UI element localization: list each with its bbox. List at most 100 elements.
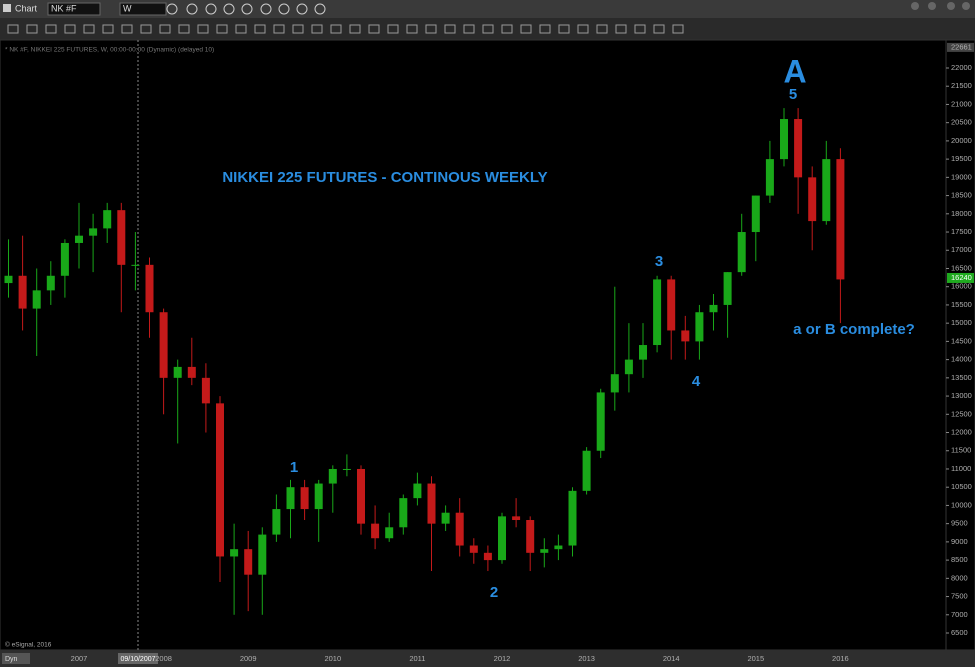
candle-body [75, 235, 83, 243]
x-tick-label: 2007 [71, 654, 88, 663]
x-tick-label: 2012 [494, 654, 511, 663]
wave-label: 5 [789, 86, 797, 103]
draw-tool-icon [539, 24, 551, 34]
candle-body [780, 119, 788, 160]
draw-tool-icon [159, 24, 171, 34]
candle-body [836, 159, 845, 280]
draw-tool-icon [463, 24, 475, 34]
y-tick-label: 11000 [951, 464, 971, 473]
draw-tool-icon [26, 24, 38, 34]
draw-tool-icon [634, 24, 646, 34]
candle-body [201, 377, 210, 404]
toolbar [0, 0, 975, 18]
tool-icon [260, 3, 272, 15]
y-tick-label: 6500 [951, 628, 968, 637]
draw-tool-icon [235, 24, 247, 34]
window-button [928, 2, 936, 10]
x-tick-label: 2016 [832, 654, 849, 663]
draw-tool-icon [197, 24, 209, 34]
chart-icon [3, 4, 11, 12]
wave-label: A [783, 53, 806, 89]
candle-body [18, 275, 27, 309]
candle-body [300, 487, 309, 510]
y-tick-label: 22000 [951, 63, 972, 72]
tool-icon [223, 3, 235, 15]
y-tick-label: 19500 [951, 154, 972, 163]
candle-body [709, 304, 718, 313]
cursor-date-box [118, 653, 158, 664]
time-axis [0, 650, 975, 667]
candle-body [681, 330, 690, 342]
draw-tool-icon [577, 24, 589, 34]
candle-body [4, 275, 13, 284]
y-tick-label: 7000 [951, 610, 968, 619]
y-tick-label: 12000 [951, 428, 972, 437]
tool-icon [314, 3, 326, 15]
draw-tool-icon [425, 24, 437, 34]
draw-tool-icon [311, 24, 323, 34]
candle-body [159, 312, 168, 378]
candle-body [498, 516, 506, 561]
draw-tool-icon [330, 24, 342, 34]
wave-label: 3 [655, 253, 663, 270]
y-tick-label: 19000 [951, 172, 972, 181]
candle-body [187, 366, 196, 378]
toolbar-icons [7, 2, 970, 34]
candle-body [526, 520, 535, 553]
last-price-label: 16240 [951, 273, 972, 282]
draw-tool-icon [45, 24, 57, 34]
copyright: © eSignal, 2016 [5, 641, 52, 649]
candle-body [808, 177, 817, 222]
wave-label: 4 [692, 373, 701, 390]
mode[interactable]: Dyn [5, 656, 18, 663]
candle-body [385, 527, 394, 539]
y-tick-label: 13000 [951, 391, 972, 400]
candle-body [483, 552, 492, 561]
draw-tool-icon [672, 24, 684, 34]
candle-body [469, 545, 478, 553]
candle-body [596, 392, 605, 451]
y-tick-label: 18500 [951, 191, 972, 200]
draw-tool-icon [64, 24, 76, 34]
symbol-box[interactable] [47, 2, 101, 16]
x-tick-label: 2010 [324, 654, 341, 663]
drawing-toolbar [0, 18, 975, 40]
y-tick-label: 21000 [951, 99, 972, 108]
symbol[interactable]: NK #F [51, 3, 77, 13]
window-button [947, 2, 955, 10]
candle-body [455, 512, 464, 546]
plot-area [0, 39, 947, 651]
candle-body [32, 290, 41, 309]
y-tick-label: 17500 [951, 227, 972, 236]
draw-tool-icon [102, 24, 114, 34]
interval-box[interactable] [119, 2, 167, 16]
candle-body [413, 483, 422, 499]
high-price-label: 22661 [951, 42, 972, 51]
candle-body [89, 228, 98, 236]
mode-button[interactable] [2, 653, 30, 664]
y-tick-label: 20000 [951, 136, 972, 145]
y-tick-label: 18000 [951, 209, 972, 218]
draw-tool-icon [83, 24, 95, 34]
interval[interactable]: W [123, 3, 132, 13]
price-axis [945, 39, 975, 651]
draw-tool-icon [482, 24, 494, 34]
candle-body [230, 549, 239, 557]
tool-icon [166, 3, 178, 15]
candle-body [173, 366, 182, 378]
y-tick-label: 11500 [951, 446, 971, 455]
draw-tool-icon [387, 24, 399, 34]
y-tick-label: 21500 [951, 81, 972, 90]
candle-body [60, 242, 69, 276]
candle-body [794, 119, 803, 178]
draw-tool-icon [406, 24, 418, 34]
candle-body [117, 210, 126, 265]
draw-tool-icon [520, 24, 532, 34]
candle-body [610, 374, 619, 393]
draw-tool-icon [558, 24, 570, 34]
candle-body [357, 468, 365, 524]
high-price-box [947, 42, 974, 52]
candle-body [244, 549, 253, 575]
draw-tool-icon [7, 24, 19, 34]
